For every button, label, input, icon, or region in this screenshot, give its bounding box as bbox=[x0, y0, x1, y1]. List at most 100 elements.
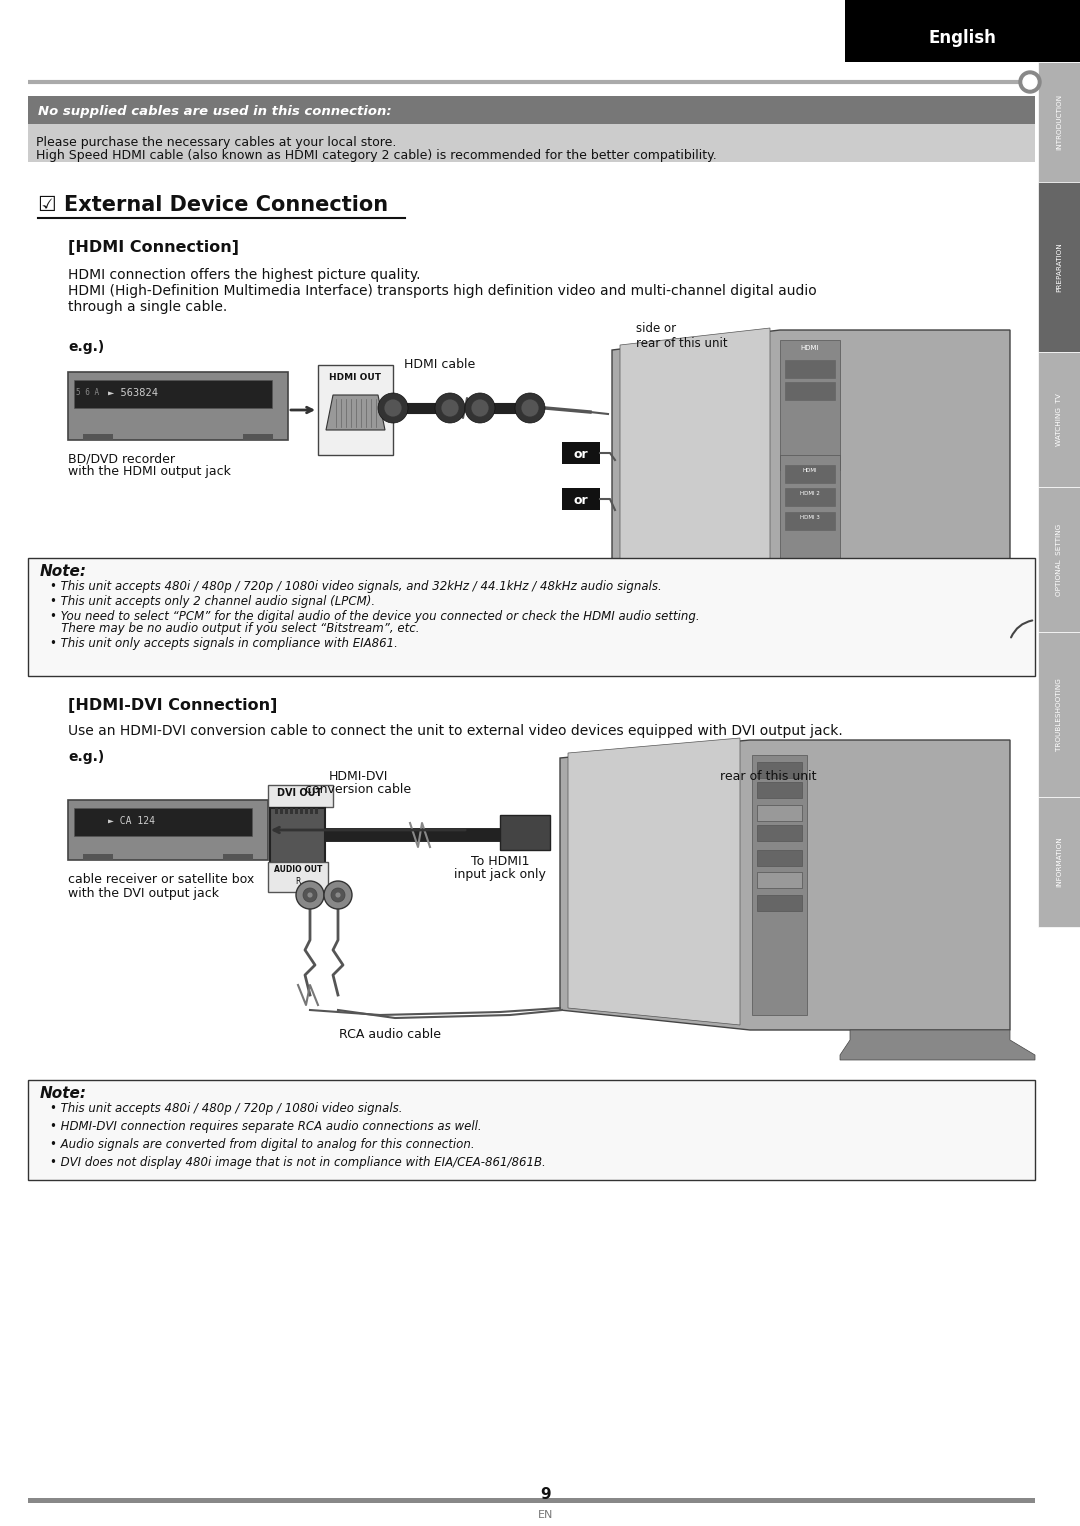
Text: through a single cable.: through a single cable. bbox=[68, 301, 227, 314]
FancyBboxPatch shape bbox=[268, 862, 328, 893]
FancyBboxPatch shape bbox=[562, 443, 600, 464]
Text: with the DVI output jack: with the DVI output jack bbox=[68, 887, 219, 900]
Text: • Audio signals are converted from digital to analog for this connection.: • Audio signals are converted from digit… bbox=[50, 1138, 474, 1151]
Text: [HDMI-DVI Connection]: [HDMI-DVI Connection] bbox=[68, 697, 278, 713]
Circle shape bbox=[465, 394, 495, 423]
Text: or: or bbox=[573, 449, 589, 461]
Polygon shape bbox=[561, 740, 1010, 1030]
Text: No supplied cables are used in this connection:: No supplied cables are used in this conn… bbox=[38, 105, 392, 119]
FancyBboxPatch shape bbox=[68, 800, 268, 861]
Text: e.g.): e.g.) bbox=[68, 340, 105, 354]
FancyBboxPatch shape bbox=[757, 781, 802, 798]
Text: OPTIONAL  SETTING: OPTIONAL SETTING bbox=[1056, 523, 1062, 595]
Text: [HDMI Connection]: [HDMI Connection] bbox=[68, 240, 239, 255]
Text: EN: EN bbox=[538, 1511, 554, 1520]
Text: Note:: Note: bbox=[40, 1087, 87, 1100]
Text: 9: 9 bbox=[541, 1486, 551, 1502]
Circle shape bbox=[384, 398, 402, 417]
FancyBboxPatch shape bbox=[757, 826, 802, 841]
Text: • This unit only accepts signals in compliance with EIA861.: • This unit only accepts signals in comp… bbox=[50, 636, 397, 650]
Circle shape bbox=[307, 893, 313, 897]
FancyBboxPatch shape bbox=[1038, 63, 1080, 182]
Circle shape bbox=[1020, 72, 1041, 93]
FancyBboxPatch shape bbox=[28, 559, 1035, 676]
Text: HDMI OUT: HDMI OUT bbox=[329, 372, 381, 382]
Polygon shape bbox=[612, 330, 1010, 610]
Circle shape bbox=[435, 394, 465, 423]
FancyBboxPatch shape bbox=[845, 0, 1080, 63]
FancyBboxPatch shape bbox=[28, 96, 1035, 124]
Text: BD/DVD recorder: BD/DVD recorder bbox=[68, 452, 175, 465]
FancyBboxPatch shape bbox=[1038, 632, 1080, 797]
Circle shape bbox=[521, 398, 539, 417]
Text: WATCHING  TV: WATCHING TV bbox=[1056, 394, 1062, 446]
FancyBboxPatch shape bbox=[757, 896, 802, 911]
Text: INTRODUCTION: INTRODUCTION bbox=[1056, 95, 1062, 150]
FancyBboxPatch shape bbox=[785, 488, 835, 507]
FancyBboxPatch shape bbox=[310, 807, 313, 813]
Circle shape bbox=[330, 888, 345, 902]
Text: • HDMI-DVI connection requires separate RCA audio connections as well.: • HDMI-DVI connection requires separate … bbox=[50, 1120, 482, 1132]
Text: DVI OUT: DVI OUT bbox=[278, 787, 323, 798]
Circle shape bbox=[378, 394, 408, 423]
Text: HDMI 3: HDMI 3 bbox=[800, 514, 820, 520]
Text: or: or bbox=[573, 494, 589, 508]
Text: cable receiver or satellite box: cable receiver or satellite box bbox=[68, 873, 254, 887]
FancyBboxPatch shape bbox=[757, 850, 802, 865]
Polygon shape bbox=[326, 395, 384, 430]
FancyBboxPatch shape bbox=[757, 871, 802, 888]
Polygon shape bbox=[620, 328, 770, 595]
Polygon shape bbox=[840, 610, 1035, 639]
FancyBboxPatch shape bbox=[83, 433, 113, 439]
FancyBboxPatch shape bbox=[757, 761, 802, 778]
Text: HDMI (High-Definition Multimedia Interface) transports high definition video and: HDMI (High-Definition Multimedia Interfa… bbox=[68, 284, 816, 298]
Text: INFORMATION: INFORMATION bbox=[1056, 836, 1062, 888]
Text: ► CA 124: ► CA 124 bbox=[108, 816, 156, 826]
FancyBboxPatch shape bbox=[780, 340, 840, 470]
Circle shape bbox=[471, 398, 489, 417]
FancyBboxPatch shape bbox=[285, 807, 288, 813]
FancyBboxPatch shape bbox=[318, 365, 393, 455]
Text: HDMI connection offers the highest picture quality.: HDMI connection offers the highest pictu… bbox=[68, 269, 420, 282]
FancyBboxPatch shape bbox=[28, 124, 1035, 162]
Text: • This unit accepts only 2 channel audio signal (LPCM).: • This unit accepts only 2 channel audio… bbox=[50, 595, 375, 607]
FancyBboxPatch shape bbox=[68, 372, 288, 439]
Text: • This unit accepts 480i / 480p / 720p / 1080i video signals, and 32kHz / 44.1kH: • This unit accepts 480i / 480p / 720p /… bbox=[50, 580, 662, 594]
Text: ► 563824: ► 563824 bbox=[108, 388, 158, 398]
Text: Note:: Note: bbox=[40, 565, 87, 578]
FancyBboxPatch shape bbox=[268, 784, 333, 807]
FancyBboxPatch shape bbox=[1038, 353, 1080, 487]
FancyBboxPatch shape bbox=[28, 1499, 1035, 1503]
Text: 5 6 A: 5 6 A bbox=[76, 388, 99, 397]
FancyBboxPatch shape bbox=[1038, 182, 1080, 353]
FancyBboxPatch shape bbox=[295, 807, 298, 813]
FancyBboxPatch shape bbox=[275, 807, 278, 813]
Text: HDMI: HDMI bbox=[800, 345, 820, 351]
Text: PREPARATION: PREPARATION bbox=[1056, 243, 1062, 291]
Text: side or
rear of this unit: side or rear of this unit bbox=[636, 322, 728, 349]
Circle shape bbox=[296, 881, 324, 909]
FancyBboxPatch shape bbox=[83, 855, 113, 861]
Text: • This unit accepts 480i / 480p / 720p / 1080i video signals.: • This unit accepts 480i / 480p / 720p /… bbox=[50, 1102, 403, 1116]
Circle shape bbox=[303, 888, 318, 902]
Text: High Speed HDMI cable (also known as HDMI category 2 cable) is recommended for t: High Speed HDMI cable (also known as HDM… bbox=[36, 150, 717, 162]
FancyBboxPatch shape bbox=[75, 807, 252, 836]
FancyBboxPatch shape bbox=[315, 807, 318, 813]
Text: RCA audio cable: RCA audio cable bbox=[339, 1029, 441, 1041]
Text: conversion cable: conversion cable bbox=[305, 783, 411, 797]
FancyBboxPatch shape bbox=[1038, 797, 1080, 926]
FancyBboxPatch shape bbox=[291, 807, 293, 813]
FancyBboxPatch shape bbox=[785, 382, 835, 400]
FancyBboxPatch shape bbox=[562, 488, 600, 510]
Text: Please purchase the necessary cables at your local store.: Please purchase the necessary cables at … bbox=[36, 136, 396, 150]
Text: R: R bbox=[295, 877, 300, 887]
FancyBboxPatch shape bbox=[785, 360, 835, 378]
Text: e.g.): e.g.) bbox=[68, 749, 105, 765]
FancyBboxPatch shape bbox=[305, 807, 308, 813]
Text: HDMI 2: HDMI 2 bbox=[800, 491, 820, 496]
Text: English: English bbox=[928, 29, 996, 47]
FancyBboxPatch shape bbox=[243, 433, 273, 439]
FancyBboxPatch shape bbox=[300, 807, 303, 813]
Polygon shape bbox=[568, 739, 740, 1025]
Circle shape bbox=[1023, 75, 1037, 89]
